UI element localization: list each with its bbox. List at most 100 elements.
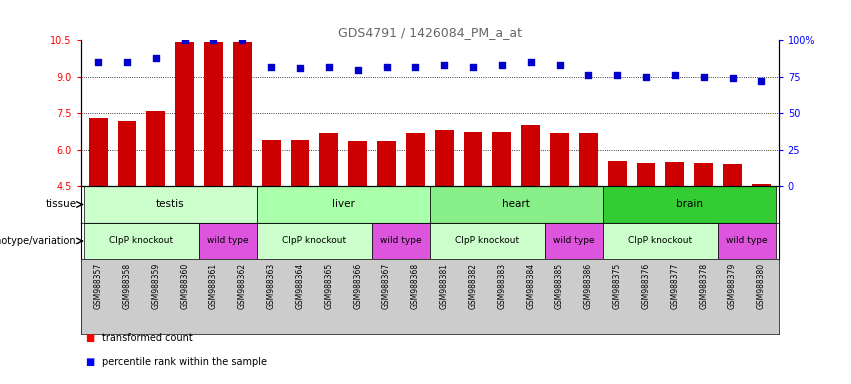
- Bar: [608, 161, 626, 186]
- Point: [408, 63, 422, 70]
- Point: [380, 63, 393, 70]
- Bar: [89, 118, 107, 186]
- Bar: [372, 223, 430, 259]
- Bar: [550, 133, 568, 186]
- Bar: [199, 223, 257, 259]
- Text: GSM988383: GSM988383: [497, 263, 506, 309]
- Point: [294, 65, 307, 71]
- Text: GSM988365: GSM988365: [324, 263, 334, 309]
- Text: wild type: wild type: [553, 237, 595, 245]
- Point: [207, 37, 220, 43]
- Text: ClpP knockout: ClpP knockout: [628, 237, 693, 245]
- Point: [697, 74, 711, 80]
- Point: [552, 62, 566, 68]
- Bar: [545, 223, 603, 259]
- Text: GSM988382: GSM988382: [469, 263, 477, 309]
- Bar: [319, 133, 338, 186]
- Bar: [204, 41, 223, 186]
- Text: GSM988357: GSM988357: [94, 263, 103, 309]
- Text: heart: heart: [502, 199, 530, 210]
- Text: GSM988358: GSM988358: [123, 263, 132, 309]
- Text: GSM988363: GSM988363: [266, 263, 276, 309]
- Point: [437, 62, 451, 68]
- Text: percentile rank within the sample: percentile rank within the sample: [102, 356, 267, 367]
- Text: GSM988375: GSM988375: [613, 263, 622, 309]
- Text: GSM988381: GSM988381: [440, 263, 448, 309]
- Point: [581, 72, 595, 78]
- Point: [726, 75, 740, 81]
- Point: [120, 59, 134, 65]
- Point: [178, 37, 191, 43]
- Bar: [718, 223, 776, 259]
- Text: GSM988368: GSM988368: [411, 263, 420, 309]
- Bar: [723, 164, 742, 186]
- Text: GSM988361: GSM988361: [209, 263, 218, 309]
- Bar: [579, 133, 597, 186]
- Point: [351, 66, 364, 73]
- Bar: [146, 111, 165, 186]
- Bar: [233, 41, 252, 186]
- Text: GSM988364: GSM988364: [295, 263, 305, 309]
- Text: genotype/variation: genotype/variation: [0, 236, 77, 246]
- Point: [265, 63, 278, 70]
- Text: GSM988359: GSM988359: [151, 263, 160, 309]
- Bar: [117, 121, 136, 186]
- Title: GDS4791 / 1426084_PM_a_at: GDS4791 / 1426084_PM_a_at: [338, 26, 522, 39]
- Point: [322, 63, 335, 70]
- Bar: [430, 186, 603, 223]
- Point: [639, 74, 653, 80]
- Text: testis: testis: [156, 199, 185, 210]
- Bar: [665, 162, 684, 186]
- Text: GSM988378: GSM988378: [700, 263, 708, 309]
- Bar: [637, 163, 655, 186]
- Text: ClpP knockout: ClpP knockout: [283, 237, 346, 245]
- Text: wild type: wild type: [726, 237, 768, 245]
- Text: GSM988384: GSM988384: [526, 263, 535, 309]
- Bar: [348, 141, 367, 186]
- Bar: [464, 132, 483, 186]
- Point: [524, 59, 538, 65]
- Bar: [257, 186, 430, 223]
- Bar: [291, 140, 310, 186]
- Text: ClpP knockout: ClpP knockout: [109, 237, 174, 245]
- Point: [236, 37, 249, 43]
- Bar: [430, 223, 545, 259]
- Bar: [377, 141, 396, 186]
- Point: [149, 55, 163, 61]
- Bar: [603, 223, 718, 259]
- Point: [668, 72, 682, 78]
- Text: GSM988385: GSM988385: [555, 263, 564, 309]
- Text: GSM988386: GSM988386: [584, 263, 593, 309]
- Text: brain: brain: [676, 199, 703, 210]
- Text: GSM988360: GSM988360: [180, 263, 189, 309]
- Bar: [435, 130, 454, 186]
- Bar: [83, 223, 199, 259]
- Bar: [406, 133, 425, 186]
- Text: wild type: wild type: [207, 237, 248, 245]
- Point: [495, 62, 509, 68]
- Bar: [175, 41, 194, 186]
- Text: ■: ■: [85, 356, 94, 367]
- Point: [755, 78, 768, 84]
- Bar: [694, 163, 713, 186]
- Text: GSM988366: GSM988366: [353, 263, 363, 309]
- Bar: [83, 186, 257, 223]
- Point: [610, 72, 624, 78]
- Text: liver: liver: [332, 199, 355, 210]
- Bar: [493, 132, 511, 186]
- Bar: [603, 186, 776, 223]
- Text: ClpP knockout: ClpP knockout: [455, 237, 519, 245]
- Point: [91, 59, 105, 65]
- Text: tissue: tissue: [45, 199, 77, 210]
- Text: GSM988377: GSM988377: [671, 263, 679, 309]
- Bar: [257, 223, 372, 259]
- Bar: [262, 140, 281, 186]
- Text: GSM988367: GSM988367: [382, 263, 391, 309]
- Text: transformed count: transformed count: [102, 333, 193, 343]
- Text: GSM988376: GSM988376: [642, 263, 650, 309]
- Text: GSM988379: GSM988379: [728, 263, 737, 309]
- Text: GSM988380: GSM988380: [757, 263, 766, 309]
- Text: ■: ■: [85, 333, 94, 343]
- Text: wild type: wild type: [380, 237, 422, 245]
- Point: [466, 63, 480, 70]
